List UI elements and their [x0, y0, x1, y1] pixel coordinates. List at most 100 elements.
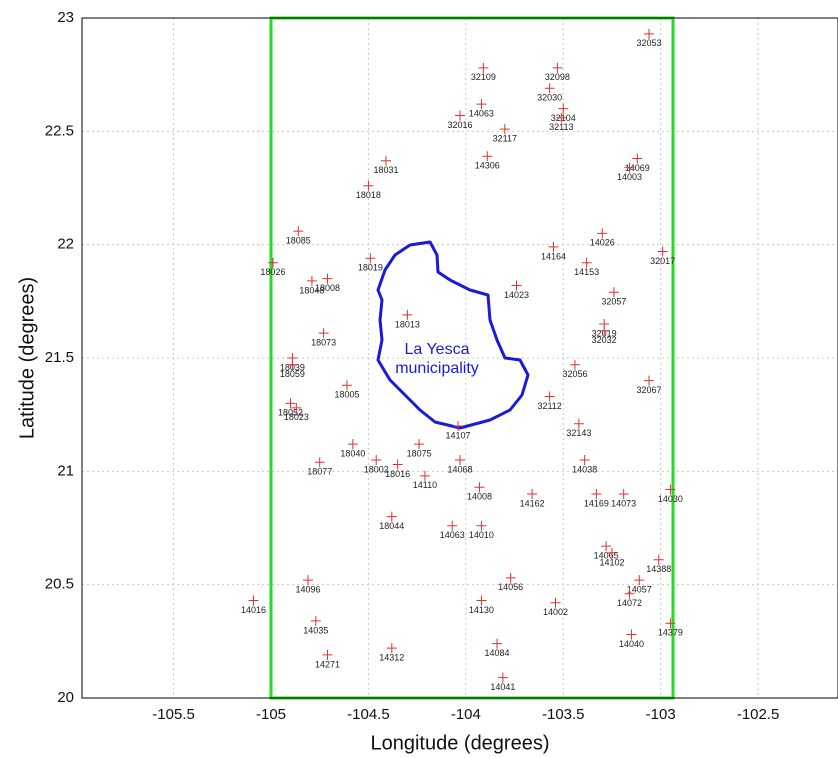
station-marker — [318, 328, 329, 339]
y-tick-label: 22.5 — [45, 122, 74, 139]
station-label: 14130 — [469, 605, 494, 615]
station-marker — [550, 597, 561, 608]
station-marker — [386, 511, 397, 522]
y-axis-label: Latitude (degrees) — [16, 277, 38, 439]
station-marker — [267, 257, 278, 268]
station-marker — [341, 380, 352, 391]
station-marker — [544, 83, 555, 94]
station-label: 18023 — [284, 412, 309, 422]
station-marker — [644, 28, 654, 39]
y-tick-label: 21.5 — [45, 349, 74, 366]
station-marker — [476, 99, 487, 110]
station-label: 32113 — [549, 122, 573, 132]
station-marker — [347, 439, 358, 450]
station-label: 18002 — [364, 464, 389, 474]
annotation: municipality — [395, 360, 479, 377]
station-label: 14312 — [379, 653, 404, 663]
station-marker — [653, 554, 664, 565]
station-marker — [624, 588, 635, 599]
y-tick-label: 22 — [57, 236, 74, 253]
station-marker — [665, 484, 676, 495]
station-marker — [285, 398, 296, 409]
station-marker — [476, 595, 487, 606]
station-marker — [306, 275, 317, 286]
station-label: 14073 — [611, 498, 636, 508]
station-label: 14169 — [584, 498, 609, 508]
station-marker — [371, 455, 382, 465]
x-axis-label: Longitude (degrees) — [370, 732, 549, 754]
x-tick-label: -104.5 — [347, 706, 390, 723]
station-label: 18008 — [315, 283, 340, 293]
station-label: 32056 — [562, 369, 587, 379]
station-label: 18077 — [307, 467, 332, 477]
station-marker — [322, 649, 333, 660]
station-label: 14110 — [413, 480, 437, 490]
station-marker — [581, 257, 592, 268]
station-label: 18013 — [395, 319, 420, 329]
station-marker — [556, 112, 567, 123]
station-label: 14030 — [658, 494, 683, 504]
station-marker — [492, 638, 503, 649]
station-label: 18016 — [385, 469, 410, 479]
station-label: 18052 — [278, 408, 303, 418]
station-label: 32032 — [592, 335, 617, 345]
station-marker — [310, 615, 321, 626]
station-marker — [419, 470, 430, 481]
station-marker — [624, 162, 635, 173]
station-label: 18044 — [379, 521, 404, 531]
station-marker — [453, 421, 464, 431]
station-label: 14023 — [504, 290, 529, 300]
station-marker — [414, 439, 425, 450]
station-label: 32017 — [650, 256, 675, 266]
station-marker — [363, 180, 374, 191]
station-marker — [402, 309, 413, 320]
station-label: 14096 — [296, 585, 321, 595]
station-marker — [599, 325, 610, 336]
x-tick-label: -103 — [646, 706, 676, 723]
x-tick-label: -105 — [256, 706, 286, 723]
station-marker — [248, 595, 259, 606]
station-marker — [455, 455, 465, 465]
x-tick-label: -103.5 — [542, 706, 585, 723]
station-marker — [552, 62, 563, 73]
y-tick-label: 21 — [57, 462, 74, 479]
station-label: 14038 — [572, 464, 597, 474]
x-tick-label: -104 — [451, 706, 481, 723]
station-marker — [476, 520, 487, 531]
station-marker — [548, 241, 559, 252]
station-marker — [478, 62, 489, 73]
station-label: 18075 — [407, 449, 432, 459]
station-marker — [322, 273, 333, 284]
station-marker — [455, 110, 465, 121]
station-marker — [644, 375, 654, 386]
station-label: 14306 — [475, 161, 500, 171]
station-label: 14065 — [594, 551, 619, 561]
station-marker — [597, 228, 608, 239]
station-marker — [618, 489, 629, 499]
station-marker — [544, 391, 555, 402]
station-label: 14063 — [469, 109, 494, 119]
station-label: 14041 — [490, 682, 515, 692]
station-label: 14107 — [446, 430, 471, 440]
plot-frame — [81, 17, 838, 699]
station-label: 18031 — [373, 165, 398, 175]
station-marker — [499, 124, 510, 135]
station-label: 14035 — [303, 625, 328, 635]
station-label: 18073 — [311, 337, 336, 347]
station-label: 32109 — [471, 72, 496, 82]
station-label: 14026 — [590, 238, 615, 248]
station-marker — [303, 575, 314, 586]
station-label: 18048 — [299, 285, 324, 295]
station-marker — [291, 402, 302, 413]
station-marker — [579, 455, 590, 465]
municipality-outline — [376, 240, 530, 430]
y-tick-label: 20.5 — [45, 576, 74, 593]
annotation: La Yesca — [405, 341, 470, 358]
station-label: 18005 — [334, 390, 359, 400]
station-marker — [632, 153, 643, 164]
x-tick-label: -105.5 — [152, 706, 195, 723]
station-marker — [634, 575, 645, 586]
station-label: 32030 — [537, 93, 562, 103]
x-tick-label: -102.5 — [737, 706, 780, 723]
